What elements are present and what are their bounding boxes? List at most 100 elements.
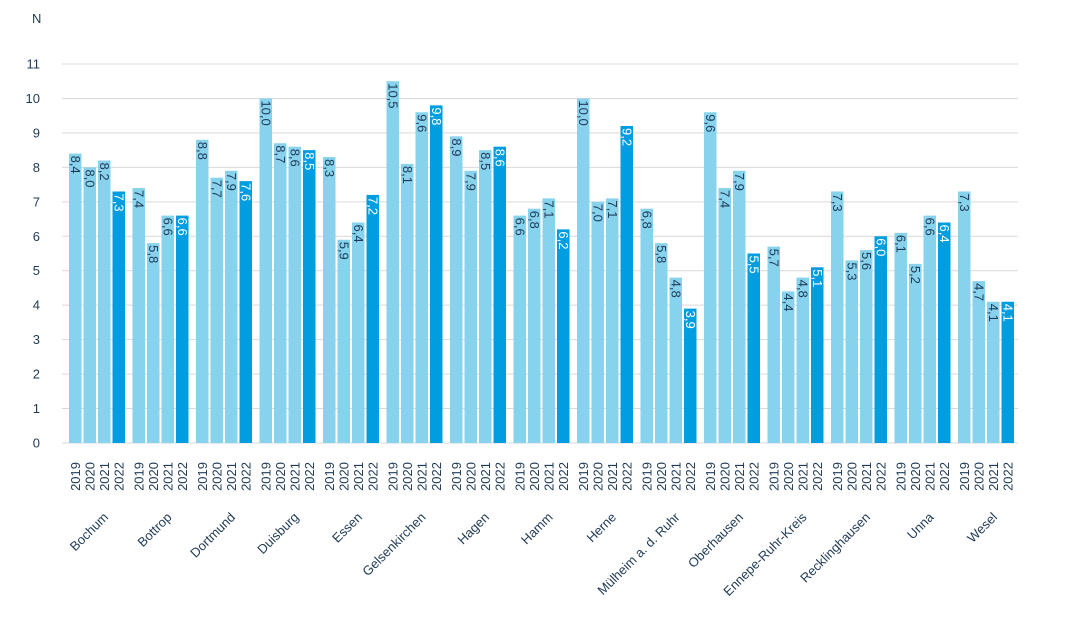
value-label: 6,4: [351, 224, 366, 242]
year-label: 2021: [541, 462, 556, 491]
year-label: 2021: [97, 462, 112, 491]
bar: [528, 208, 541, 443]
value-label: 7,7: [209, 180, 224, 198]
y-tick-label: 2: [33, 367, 40, 382]
bar: [415, 112, 428, 444]
bar: [210, 177, 223, 443]
bars: [69, 81, 1014, 444]
value-label: 4,1: [1000, 304, 1015, 322]
value-label: 6,4: [937, 224, 952, 242]
y-tick-label: 5: [33, 263, 40, 278]
bar: [577, 98, 590, 444]
category-label: Bottrop: [134, 510, 174, 550]
year-label: 2021: [605, 462, 620, 491]
bar: [303, 150, 316, 444]
bar: [493, 146, 506, 443]
bar: [288, 146, 301, 443]
value-label: 7,3: [830, 193, 845, 211]
value-label: 7,0: [590, 204, 605, 222]
bar: [718, 188, 731, 443]
year-label: 2021: [922, 462, 937, 491]
value-labels: 8,48,0 8,27,3 7,45,86,6 6,68,87,7 7,97,610,0…: [68, 83, 1016, 328]
bar: [112, 191, 125, 443]
bar: [704, 112, 717, 444]
value-label: 9,2: [619, 128, 634, 146]
value-label: 10,0: [576, 100, 591, 125]
value-label: 7,4: [717, 190, 732, 208]
y-axis-title: N: [32, 11, 41, 26]
category-label: Bochum: [67, 510, 111, 554]
category-label: Dortmund: [187, 510, 238, 561]
bar: [796, 277, 809, 443]
year-label: 2020: [146, 462, 161, 491]
year-label: 2019: [957, 462, 972, 491]
year-label: 2019: [576, 462, 591, 491]
y-tick-label: 7: [33, 194, 40, 209]
bar: [972, 281, 985, 443]
year-label: 2021: [478, 462, 493, 491]
year-label: 2021: [414, 462, 429, 491]
bar: [845, 260, 858, 443]
bar: [874, 236, 887, 443]
value-label: 4,7: [971, 283, 986, 301]
year-label: 2020: [527, 462, 542, 491]
year-label: 2022: [683, 462, 698, 491]
y-axis-ticks: 0 1 2 3 4 5 6 7 8 9 10 11: [26, 57, 40, 451]
year-label: 2021: [986, 462, 1001, 491]
value-label: 6,6: [922, 218, 937, 236]
bar: [542, 198, 555, 443]
bar: [811, 267, 824, 443]
value-label: 7,9: [224, 173, 239, 191]
value-label: 6,2: [556, 231, 571, 249]
bar: [352, 222, 365, 443]
year-label: 2021: [160, 462, 175, 491]
year-label: 2020: [209, 462, 224, 491]
value-label: 8,2: [97, 162, 112, 180]
category-label: Hagen: [454, 510, 492, 548]
value-label: 9,6: [703, 114, 718, 132]
bar: [83, 167, 96, 443]
year-label: 2019: [322, 462, 337, 491]
category-label: Unna: [904, 509, 937, 542]
value-label: 6,6: [175, 218, 190, 236]
value-label: 8,9: [449, 138, 464, 156]
bar: [386, 81, 399, 444]
bar: [684, 308, 697, 443]
year-label: 2022: [429, 462, 444, 491]
year-label: 2020: [400, 462, 415, 491]
value-label: 7,3: [111, 193, 126, 211]
y-tick-label: 8: [33, 160, 40, 175]
year-label: 2019: [258, 462, 273, 491]
bar: [958, 191, 971, 443]
bar: [274, 143, 287, 443]
bar: [860, 250, 873, 443]
year-label: 2022: [746, 462, 761, 491]
year-label: 2021: [287, 462, 302, 491]
bar: [239, 181, 252, 444]
value-label: 5,1: [810, 269, 825, 287]
year-label: 2020: [273, 462, 288, 491]
value-label: 5,8: [146, 245, 161, 263]
y-tick-label: 1: [33, 401, 40, 416]
year-label: 2022: [619, 462, 634, 491]
value-label: 8,3: [322, 159, 337, 177]
value-label: 5,7: [766, 249, 781, 267]
year-label: 2020: [971, 462, 986, 491]
bar: [176, 215, 189, 443]
year-label: 2020: [463, 462, 478, 491]
value-label: 9,8: [429, 107, 444, 125]
bar: [640, 208, 653, 443]
value-label: 8,7: [273, 145, 288, 163]
value-label: 7,2: [365, 197, 380, 215]
bar: [938, 222, 951, 443]
bar: [557, 229, 570, 443]
bar: [69, 153, 82, 443]
value-label: 9,6: [414, 114, 429, 132]
value-label: 8,5: [302, 152, 317, 170]
bar: [98, 160, 111, 444]
year-label: 2020: [336, 462, 351, 491]
year-label: 2019: [703, 462, 718, 491]
bar: [733, 170, 746, 444]
year-label: 2019: [131, 462, 146, 491]
year-label: 2019: [893, 462, 908, 491]
